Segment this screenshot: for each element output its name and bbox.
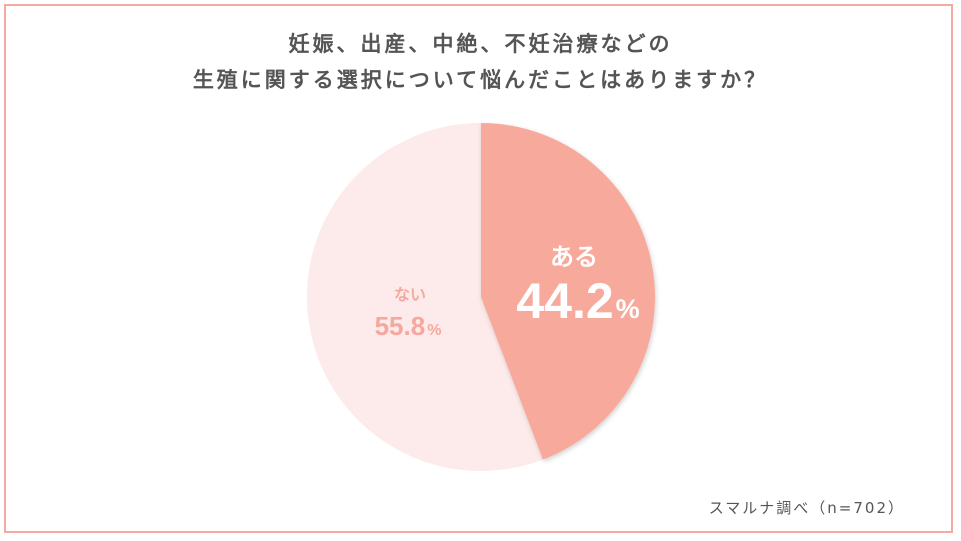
slice-value-aru: 44.2% bbox=[516, 273, 639, 329]
pie-slice-nai bbox=[307, 123, 544, 471]
slice-label-aru: ある bbox=[550, 243, 598, 271]
chart-title-line-2: 生殖に関する選択について悩んだことはありますか？ bbox=[192, 68, 769, 92]
chart-title-line-1: 妊娠、出産、中絶、不妊治療などの bbox=[288, 32, 673, 56]
slice-label-nai: ない bbox=[394, 285, 426, 304]
pie-slice-aru bbox=[481, 123, 656, 460]
source-note: スマルナ調べ（n=702） bbox=[708, 499, 905, 517]
slice-value-nai: 55.8% bbox=[375, 311, 442, 341]
